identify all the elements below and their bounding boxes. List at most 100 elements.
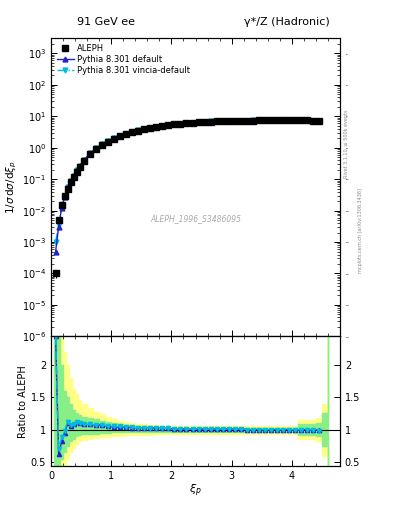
Pythia 8.301 default [263, 117, 267, 123]
Line: Pythia 8.301 default: Pythia 8.301 default [53, 118, 321, 254]
Pythia 8.301 vincia-default [178, 120, 183, 126]
Pythia 8.301 default [74, 167, 79, 174]
Pythia 8.301 default [184, 120, 189, 126]
Pythia 8.301 vincia-default [226, 118, 231, 124]
Pythia 8.301 vincia-default [65, 184, 70, 190]
Pythia 8.301 default [142, 126, 147, 132]
Pythia 8.301 vincia-default [68, 178, 73, 184]
Pythia 8.301 vincia-default [196, 119, 201, 125]
Pythia 8.301 default [59, 205, 64, 211]
Pythia 8.301 vincia-default [71, 173, 76, 179]
Pythia 8.301 vincia-default [190, 119, 195, 125]
Line: Pythia 8.301 vincia-default: Pythia 8.301 vincia-default [53, 118, 321, 244]
Pythia 8.301 default [178, 120, 183, 126]
Pythia 8.301 default [160, 122, 165, 129]
Pythia 8.301 default [77, 162, 82, 168]
Pythia 8.301 vincia-default [184, 120, 189, 126]
Text: ALEPH_1996_S3486095: ALEPH_1996_S3486095 [150, 214, 241, 223]
Pythia 8.301 default [100, 141, 105, 147]
Pythia 8.301 vincia-default [244, 117, 249, 123]
Pythia 8.301 default [202, 119, 207, 125]
Pythia 8.301 vincia-default [250, 117, 255, 123]
Pythia 8.301 default [226, 118, 231, 124]
Pythia 8.301 default [56, 224, 61, 230]
Pythia 8.301 vincia-default [220, 118, 225, 124]
Pythia 8.301 default [310, 118, 315, 124]
Pythia 8.301 default [130, 129, 135, 135]
Pythia 8.301 vincia-default [94, 145, 99, 152]
Pythia 8.301 vincia-default [298, 117, 303, 123]
Pythia 8.301 vincia-default [77, 162, 82, 168]
Pythia 8.301 vincia-default [238, 118, 243, 124]
Pythia 8.301 vincia-default [88, 150, 93, 156]
Pythia 8.301 vincia-default [214, 118, 219, 124]
Pythia 8.301 vincia-default [53, 239, 58, 245]
Pythia 8.301 default [65, 184, 70, 190]
Pythia 8.301 default [286, 117, 291, 123]
Y-axis label: $1/\sigma\,\mathrm{d}\sigma/\mathrm{d}\xi_p$: $1/\sigma\,\mathrm{d}\sigma/\mathrm{d}\x… [5, 161, 19, 214]
Pythia 8.301 default [268, 117, 273, 123]
Pythia 8.301 vincia-default [59, 204, 64, 210]
Pythia 8.301 vincia-default [56, 222, 61, 228]
Pythia 8.301 vincia-default [154, 123, 159, 130]
Pythia 8.301 vincia-default [256, 117, 261, 123]
Y-axis label: Ratio to ALEPH: Ratio to ALEPH [18, 365, 28, 438]
Text: 91 GeV ee: 91 GeV ee [77, 16, 135, 27]
Pythia 8.301 default [208, 118, 213, 124]
Pythia 8.301 default [172, 121, 177, 127]
Pythia 8.301 default [106, 138, 110, 144]
Pythia 8.301 vincia-default [305, 117, 309, 123]
Pythia 8.301 vincia-default [112, 135, 117, 141]
Pythia 8.301 default [238, 118, 243, 124]
Pythia 8.301 default [62, 194, 67, 200]
Pythia 8.301 vincia-default [281, 117, 285, 123]
Pythia 8.301 default [292, 117, 297, 123]
Pythia 8.301 default [118, 133, 123, 139]
Text: Rivet 3.1.10, ≥ 500k events: Rivet 3.1.10, ≥ 500k events [344, 109, 349, 178]
Pythia 8.301 vincia-default [268, 117, 273, 123]
Pythia 8.301 default [256, 117, 261, 123]
Pythia 8.301 vincia-default [130, 129, 135, 135]
Pythia 8.301 vincia-default [82, 157, 86, 163]
Pythia 8.301 vincia-default [142, 125, 147, 132]
Pythia 8.301 default [88, 150, 93, 156]
Pythia 8.301 default [53, 248, 58, 254]
Pythia 8.301 vincia-default [136, 127, 141, 133]
Pythia 8.301 vincia-default [62, 193, 67, 199]
Pythia 8.301 default [281, 117, 285, 123]
Pythia 8.301 default [148, 124, 153, 131]
Pythia 8.301 vincia-default [172, 121, 177, 127]
Pythia 8.301 default [196, 119, 201, 125]
Pythia 8.301 default [220, 118, 225, 124]
Pythia 8.301 default [154, 123, 159, 130]
X-axis label: $\xi_p$: $\xi_p$ [189, 482, 202, 499]
Pythia 8.301 vincia-default [100, 141, 105, 147]
Pythia 8.301 vincia-default [124, 131, 129, 137]
Pythia 8.301 vincia-default [208, 118, 213, 124]
Pythia 8.301 default [316, 118, 321, 124]
Pythia 8.301 vincia-default [160, 122, 165, 129]
Pythia 8.301 default [232, 118, 237, 124]
Pythia 8.301 default [112, 135, 117, 141]
Pythia 8.301 default [94, 145, 99, 152]
Pythia 8.301 default [68, 178, 73, 184]
Pythia 8.301 default [250, 117, 255, 123]
Pythia 8.301 vincia-default [310, 118, 315, 124]
Pythia 8.301 vincia-default [74, 167, 79, 174]
Pythia 8.301 vincia-default [263, 117, 267, 123]
Pythia 8.301 vincia-default [274, 117, 279, 123]
Pythia 8.301 vincia-default [292, 117, 297, 123]
Pythia 8.301 vincia-default [232, 118, 237, 124]
Pythia 8.301 default [136, 127, 141, 133]
Pythia 8.301 vincia-default [106, 138, 110, 144]
Pythia 8.301 default [305, 117, 309, 123]
Pythia 8.301 vincia-default [286, 117, 291, 123]
Pythia 8.301 vincia-default [202, 119, 207, 125]
Pythia 8.301 vincia-default [118, 133, 123, 139]
Pythia 8.301 default [190, 119, 195, 125]
Pythia 8.301 default [124, 131, 129, 137]
Pythia 8.301 default [82, 157, 86, 163]
Legend: ALEPH, Pythia 8.301 default, Pythia 8.301 vincia-default: ALEPH, Pythia 8.301 default, Pythia 8.30… [55, 42, 192, 76]
Pythia 8.301 vincia-default [148, 124, 153, 131]
Pythia 8.301 default [298, 117, 303, 123]
